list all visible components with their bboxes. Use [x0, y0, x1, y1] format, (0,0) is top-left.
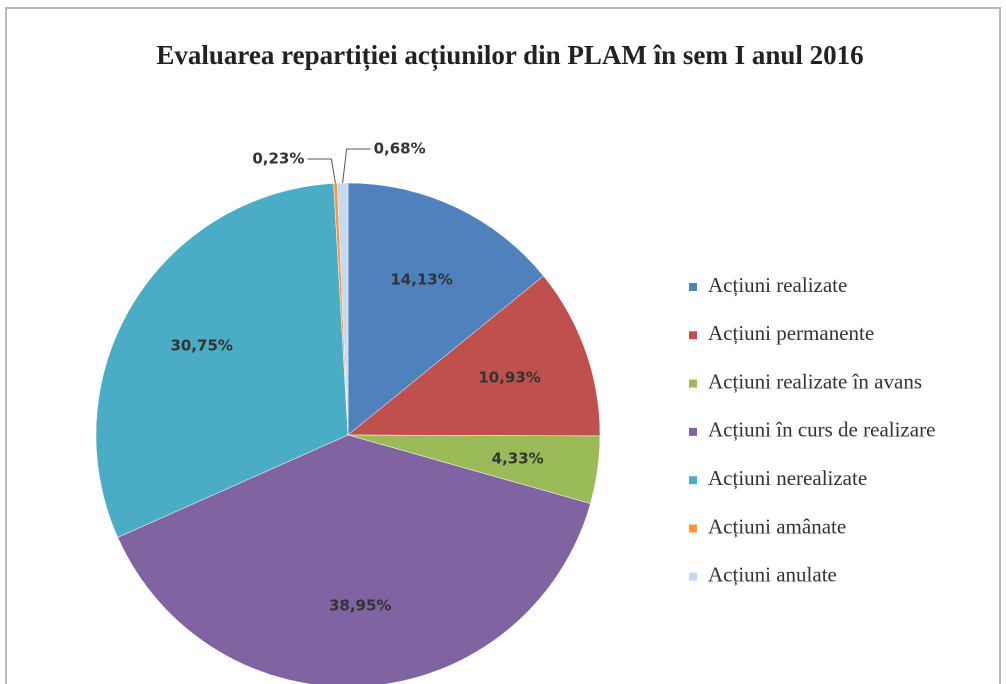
legend-marker [689, 283, 697, 291]
legend-label: Acțiuni permanente [708, 321, 874, 345]
legend-label: Acțiuni amânate [708, 514, 846, 538]
data-label: 14,13% [390, 271, 452, 289]
legend-marker [689, 524, 697, 533]
legend-label: Acțiuni nerealizate [708, 466, 867, 490]
pie-slice [336, 182, 349, 436]
legend-marker [689, 572, 697, 581]
data-label: 38,95% [329, 596, 391, 614]
leader-line [307, 158, 336, 184]
pie-slice [347, 182, 544, 436]
legend-label: Acțiuni realizate în avans [708, 369, 922, 393]
data-label: 4,33% [492, 449, 544, 467]
legend-marker [689, 476, 697, 485]
data-label: 0,23% [252, 150, 304, 168]
data-label: 0,68% [374, 140, 426, 158]
data-label: 10,93% [478, 368, 540, 386]
pie-slice [347, 275, 601, 437]
pie-slice [95, 183, 349, 538]
chart-border [5, 7, 1001, 684]
legend-marker [689, 331, 697, 340]
leader-line [342, 148, 371, 184]
data-label: 30,75% [170, 336, 232, 354]
legend-label: Acțiuni în curs de realizare [708, 418, 935, 442]
chart-title: Evaluarea repartiției acțiunilor din PLA… [156, 40, 864, 70]
legend-marker [689, 427, 697, 436]
legend-label: Acțiuni anulate [708, 563, 837, 587]
legend-marker [689, 379, 697, 388]
legend-label: Acțiuni realizate [708, 273, 847, 297]
pie-slice [117, 434, 591, 684]
